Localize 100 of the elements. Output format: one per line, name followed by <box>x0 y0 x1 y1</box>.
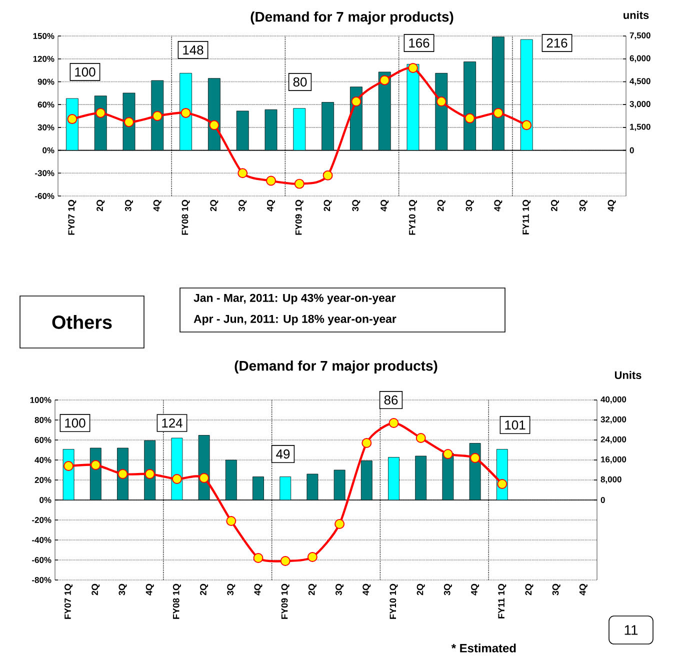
x-tick-label: 3Q <box>352 200 360 212</box>
text: * Estimated <box>451 644 516 652</box>
annotation: 100 <box>75 67 96 77</box>
y2-tick-label: 40,000 <box>600 396 626 404</box>
x-tick-label: 3Q <box>466 200 474 212</box>
x-tick-label: 2Q <box>308 584 316 596</box>
x-tick-label: 2Q <box>550 200 560 212</box>
point <box>96 108 106 118</box>
y-tick-label: -60% <box>32 557 52 563</box>
x-tick-label: FY10 1Q <box>390 584 398 619</box>
x-tick-label: FY11 1Q <box>522 200 531 234</box>
chart-title: (Demand for 7 major products) <box>250 11 454 24</box>
x-tick-label: 4Q <box>608 200 616 212</box>
annotation: 148 <box>183 45 204 55</box>
x-tick-label: 4Q <box>494 200 502 212</box>
x-tick-label: 2Q <box>416 584 425 596</box>
point <box>226 516 236 526</box>
point <box>64 461 74 472</box>
y-tick-label: 0% <box>42 147 54 154</box>
y-tick-label: -30% <box>35 170 54 176</box>
x-tick-label: 3Q <box>579 200 588 212</box>
annotation: 166 <box>409 38 430 48</box>
annotation: 80 <box>293 77 307 87</box>
x-tick-label: FY08 1Q <box>172 584 181 619</box>
x-tick-label: 3Q <box>124 200 134 212</box>
x-tick-label: 3Q <box>444 584 452 596</box>
x-tick-label: 3Q <box>118 584 127 596</box>
y-tick-label: -60% <box>35 193 54 199</box>
x-tick-label: FY10 1Q <box>408 200 418 235</box>
point <box>470 453 480 464</box>
x-tick-label: 3Q <box>227 584 236 596</box>
y-tick-label: 80% <box>34 417 52 423</box>
point <box>144 469 155 480</box>
x-tick-label: 3Q <box>238 200 247 212</box>
annotation: 100 <box>65 418 86 428</box>
point <box>380 75 390 86</box>
point <box>464 113 475 124</box>
point <box>334 519 345 530</box>
x-tick-label: FY09 1Q <box>281 584 290 619</box>
x-tick-label: 2Q <box>437 200 446 212</box>
y-tick-label: -20% <box>32 517 52 523</box>
point <box>67 114 78 124</box>
y2-tick-label: 0 <box>600 497 605 503</box>
point <box>152 111 162 121</box>
x-tick-label: 2Q <box>324 200 332 212</box>
y2-tick-label: 4,500 <box>630 78 650 86</box>
point <box>322 170 333 180</box>
point <box>294 178 304 189</box>
x-tick-label: FY07 1Q <box>68 200 76 235</box>
point <box>497 479 508 490</box>
annotation: 124 <box>162 418 182 428</box>
point <box>90 460 101 470</box>
point <box>118 469 128 480</box>
y-tick-label: 150% <box>33 33 54 39</box>
x-tick-label: 4Q <box>146 584 154 596</box>
x-tick-label: 3Q <box>336 584 344 596</box>
y-tick-label: -40% <box>32 537 52 543</box>
point <box>362 438 372 448</box>
point <box>253 553 264 564</box>
x-tick-label: 2Q <box>92 584 100 596</box>
text: Apr - Jun, 2011: Up 18% year-on-year <box>194 314 396 326</box>
point <box>307 552 318 562</box>
point <box>416 433 426 444</box>
point <box>180 108 191 118</box>
point <box>209 120 220 130</box>
x-tick-label: FY07 1Q <box>64 584 73 619</box>
x-tick-label: 4Q <box>579 584 588 596</box>
x-tick-label: 4Q <box>254 584 262 596</box>
x-tick-label: 2Q <box>96 200 105 212</box>
y-tick-label: 60% <box>34 437 52 443</box>
text: Others <box>52 315 112 329</box>
point <box>388 418 399 428</box>
y2-axis-title: units <box>624 10 649 20</box>
y2-tick-label: 8,000 <box>600 476 622 484</box>
x-tick-label: FY08 1Q <box>182 200 190 235</box>
x-tick-label: 3Q <box>552 584 560 596</box>
y-tick-label: 90% <box>38 78 54 85</box>
y2-tick-label: 0 <box>630 147 634 154</box>
y2-tick-label: 16,000 <box>601 456 626 464</box>
point <box>493 108 504 118</box>
annotation: 49 <box>276 449 290 459</box>
x-tick-label: 4Q <box>471 584 480 596</box>
point <box>351 96 362 107</box>
point <box>280 556 290 566</box>
annotation: 101 <box>505 420 526 430</box>
x-tick-label: 2Q <box>210 200 218 212</box>
y2-tick-label: 7,500 <box>630 32 650 40</box>
y2-tick-label: 1,500 <box>630 124 650 132</box>
y2-tick-label: 32,000 <box>600 416 626 424</box>
chart-title: (Demand for 7 major products) <box>234 360 438 374</box>
y-tick-label: 120% <box>33 56 54 62</box>
x-tick-label: 4Q <box>380 200 389 212</box>
text: 11 <box>624 625 638 635</box>
x-tick-label: 4Q <box>266 200 276 212</box>
y2-tick-label: 24,000 <box>600 436 626 444</box>
point <box>124 117 134 128</box>
point <box>436 96 446 107</box>
point <box>238 168 248 178</box>
x-tick-label: 4Q <box>153 200 162 212</box>
x-tick-label: FY11 1Q <box>498 584 506 618</box>
